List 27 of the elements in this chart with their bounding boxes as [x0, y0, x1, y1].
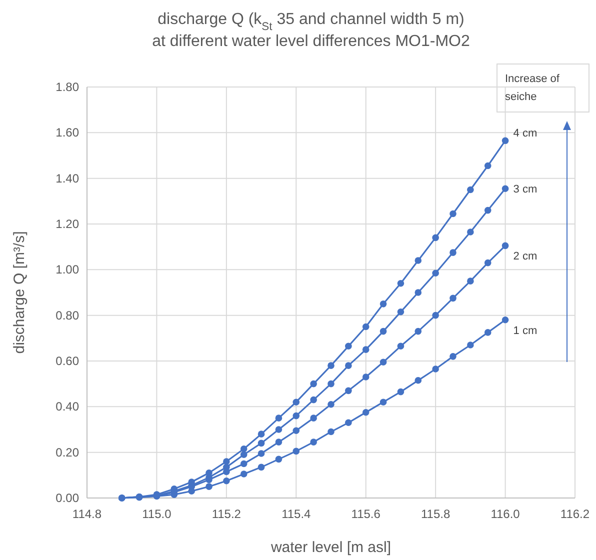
chart-title: discharge Q (k$_{St}$ 35 and channel width 5 m) [158, 11, 464, 33]
y-tick-label: 0.60 [56, 354, 80, 368]
x-tick-label: 115.0 [142, 507, 172, 521]
annotation: Increase of seiche [505, 73, 560, 103]
series-label: 4 cm [513, 128, 538, 140]
x-tick-label: 115.4 [282, 507, 312, 521]
y-tick-label: 1.20 [56, 217, 80, 231]
series-label: 2 cm [513, 250, 538, 263]
x-axis-title: water level [m asl] [270, 539, 392, 556]
x-tick-label: 115.2 [212, 507, 242, 521]
y-tick-label: 1.00 [56, 262, 80, 277]
y-tick-label: 0.80 [56, 308, 80, 322]
y-tick-label: 1.40 [56, 171, 80, 186]
y-tick-label: 0.20 [56, 445, 80, 460]
x-tick-label: 115.6 [351, 507, 381, 521]
series-label: 1 cm [513, 324, 538, 337]
x-tick-label: 116.0 [490, 507, 520, 521]
y-tick-label: 0.40 [56, 400, 80, 414]
y-axis-title: discharge Q [m³/s] [11, 231, 28, 354]
x-tick-label: 116.2 [560, 507, 590, 521]
y-tick-label: 0.00 [56, 491, 80, 505]
y-tick-label: 1.60 [56, 126, 80, 140]
y-tick-label: 1.80 [56, 80, 80, 94]
chart-subtitle: at different water level differences MO1-MO2 [152, 33, 470, 50]
x-tick-label: 114.8 [72, 507, 102, 521]
x-tick-label: 115.8 [421, 507, 450, 521]
series-label: 3 cm [513, 184, 538, 196]
